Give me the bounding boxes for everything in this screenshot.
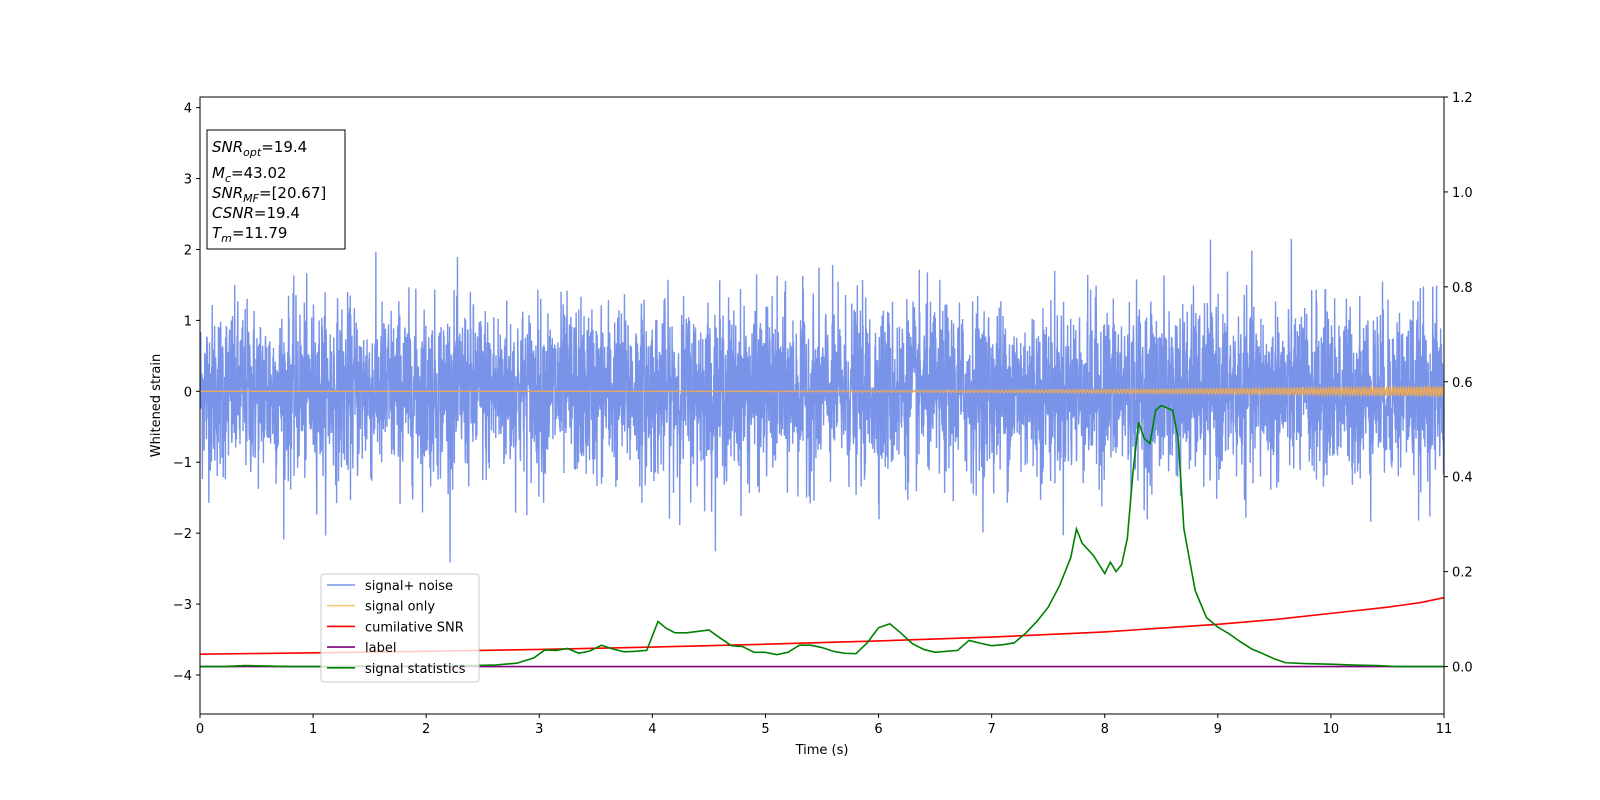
legend-entry: signal only [365, 600, 435, 615]
plot-frame [199, 96, 1445, 715]
y2-tick-label: 0.6 [1452, 376, 1473, 391]
legend-frame [320, 573, 480, 683]
legend-entry: label [365, 641, 396, 656]
y-tick-label: 4 [184, 102, 192, 117]
x-tick-label: 2 [422, 722, 430, 737]
y-axis-label: Whitened strain [149, 354, 164, 457]
x-tick-label: 4 [648, 722, 656, 737]
y-tick-label: −4 [173, 669, 192, 684]
y2-tick-label: 0.0 [1452, 661, 1473, 676]
y-tick-label: 0 [184, 385, 192, 400]
series-signal-noise [200, 238, 1444, 563]
annotation-snr-mf: SNRMF=[20.67] [212, 184, 326, 205]
x-tick-label: 9 [1214, 722, 1222, 737]
x-tick-label: 7 [987, 722, 995, 737]
legend: signal+ noise signal only cumilative SNR la… [320, 573, 480, 683]
x-tick-label: 8 [1101, 722, 1109, 737]
y2-axis-ticks: 0.0 0.2 0.4 0.6 0.8 1.0 1.2 [1444, 91, 1473, 676]
annotation-tm: Tm=11.79 [212, 224, 287, 245]
series-signal-only [200, 384, 1444, 399]
y2-tick-label: 0.8 [1452, 281, 1473, 296]
x-tick-label: 3 [535, 722, 543, 737]
y2-tick-label: 0.4 [1452, 471, 1473, 486]
x-tick-label: 5 [761, 722, 769, 737]
y-tick-label: −1 [173, 456, 192, 471]
series-signal-statistics [200, 404, 1444, 668]
x-tick-label: 6 [874, 722, 882, 737]
x-tick-label: 0 [196, 722, 204, 737]
legend-entry: signal statistics [365, 662, 466, 677]
x-axis-label: Time (s) [795, 743, 849, 758]
legend-entry: signal+ noise [365, 579, 453, 594]
y-tick-label: 2 [184, 243, 192, 258]
y-tick-label: 1 [184, 314, 192, 329]
x-tick-label: 1 [309, 722, 317, 737]
y-tick-label: −3 [173, 598, 192, 613]
y2-tick-label: 0.2 [1452, 566, 1473, 581]
annotation-box: SNRopt=19.4 Mc=43.02SNRMF=[20.67]CSNR=19.… [206, 129, 346, 250]
y2-tick-label: 1.0 [1452, 186, 1473, 201]
annotation-frame [206, 129, 346, 250]
legend-entry: cumilative SNR [365, 620, 464, 635]
y2-tick-label: 1.2 [1452, 91, 1473, 106]
x-tick-label: 11 [1436, 722, 1453, 737]
y-tick-label: 3 [184, 173, 192, 188]
x-tick-label: 10 [1323, 722, 1340, 737]
annotation-mc: Mc=43.02 [212, 164, 287, 185]
x-axis-ticks: 0 1 2 3 4 5 6 7 8 9 10 11 [196, 714, 1452, 737]
annotation-snr-opt: SNRopt=19.4 [212, 138, 307, 159]
y-axis-ticks: −4 −3 −2 −1 0 1 2 3 4 [173, 102, 200, 684]
y-tick-label: −2 [173, 527, 192, 542]
annotation-csnr: CSNR=19.4 [212, 204, 300, 222]
